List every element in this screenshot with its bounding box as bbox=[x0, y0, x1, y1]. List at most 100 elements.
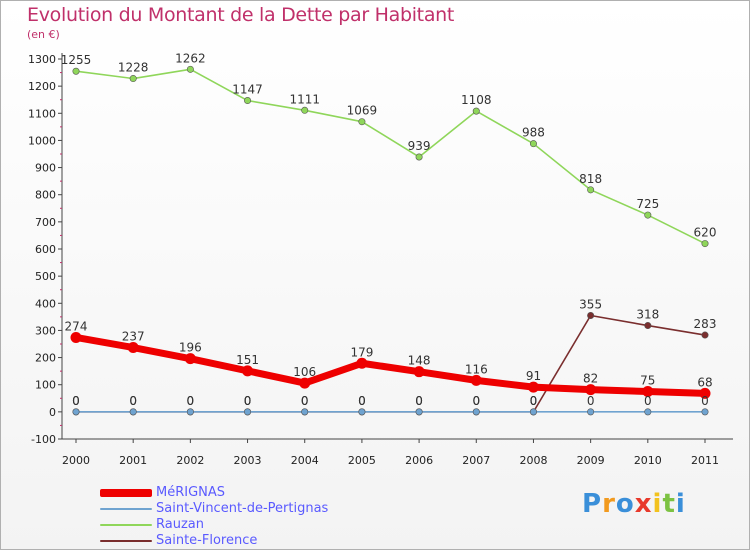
legend-swatch bbox=[100, 508, 152, 510]
data-label: 0 bbox=[701, 394, 709, 408]
logo-letter: i bbox=[675, 489, 686, 519]
data-point bbox=[129, 408, 137, 416]
data-label: 0 bbox=[301, 394, 309, 408]
data-point bbox=[413, 366, 425, 378]
data-label: 0 bbox=[358, 394, 366, 408]
data-label: 0 bbox=[472, 394, 480, 408]
data-point bbox=[301, 408, 309, 416]
x-tick-label: 2007 bbox=[462, 454, 490, 467]
data-label: 0 bbox=[129, 394, 137, 408]
data-label: 1228 bbox=[118, 61, 149, 75]
data-label: 0 bbox=[72, 394, 80, 408]
data-point bbox=[644, 211, 652, 219]
legend-swatch bbox=[100, 489, 152, 497]
x-tick-label: 2010 bbox=[634, 454, 662, 467]
y-tick-label: 0 bbox=[49, 406, 56, 419]
data-point bbox=[587, 186, 595, 194]
data-point bbox=[358, 118, 366, 126]
data-label: 179 bbox=[350, 345, 373, 359]
chart-title: Evolution du Montant de la Dette par Hab… bbox=[27, 4, 455, 26]
data-label: 939 bbox=[408, 139, 431, 153]
y-tick-label: 1100 bbox=[28, 107, 56, 120]
data-label: 0 bbox=[644, 394, 652, 408]
x-tick-label: 2009 bbox=[577, 454, 605, 467]
legend-label: Sainte-Florence bbox=[156, 533, 258, 548]
data-label: 818 bbox=[579, 172, 602, 186]
data-label: 0 bbox=[187, 394, 195, 408]
logo-letter: t bbox=[662, 489, 676, 519]
data-label: 0 bbox=[358, 394, 366, 408]
data-point bbox=[356, 357, 368, 369]
legend-label: MéRIGNAS bbox=[156, 485, 226, 500]
data-label: 0 bbox=[530, 394, 538, 408]
legend-item: Sainte-Florence bbox=[100, 533, 328, 549]
data-label: 0 bbox=[415, 394, 423, 408]
data-point bbox=[472, 408, 480, 416]
legend-swatch bbox=[100, 540, 152, 542]
chart-subtitle: (en €) bbox=[27, 28, 60, 41]
data-point bbox=[129, 75, 137, 83]
data-point bbox=[642, 386, 654, 397]
data-label: 0 bbox=[72, 394, 80, 408]
data-label: 274 bbox=[65, 319, 88, 333]
y-tick-label: 800 bbox=[35, 189, 56, 202]
data-point bbox=[415, 408, 423, 416]
data-point bbox=[701, 408, 709, 416]
data-label: 0 bbox=[187, 394, 195, 408]
data-label: 1255 bbox=[61, 53, 92, 67]
data-point bbox=[244, 408, 252, 416]
y-tick-label: 100 bbox=[35, 379, 56, 392]
y-tick-label: 700 bbox=[35, 216, 56, 229]
y-tick-label: 600 bbox=[35, 243, 56, 256]
data-label: 1108 bbox=[461, 93, 492, 107]
proxiti-logo: Proxiti bbox=[582, 489, 686, 519]
x-tick-label: 2008 bbox=[519, 454, 547, 467]
data-point bbox=[415, 153, 423, 161]
data-point bbox=[644, 408, 652, 416]
data-point bbox=[127, 342, 139, 354]
y-tick-label: 1000 bbox=[28, 134, 56, 147]
data-label: 0 bbox=[244, 394, 252, 408]
logo-letter: x bbox=[634, 489, 653, 519]
x-tick-label: 2011 bbox=[691, 454, 719, 467]
data-label: 1111 bbox=[289, 92, 320, 106]
x-tick-label: 2006 bbox=[405, 454, 433, 467]
data-label: 91 bbox=[526, 369, 541, 383]
data-point bbox=[527, 381, 539, 393]
data-point bbox=[72, 67, 80, 75]
data-point bbox=[70, 331, 82, 343]
data-label: 237 bbox=[122, 330, 145, 344]
data-label: 82 bbox=[583, 372, 598, 386]
data-point bbox=[472, 107, 480, 115]
data-point bbox=[470, 374, 482, 386]
logo-letter: r bbox=[602, 489, 616, 519]
series-line bbox=[75, 314, 706, 413]
logo-letter: P bbox=[582, 489, 603, 519]
y-tick-label: 300 bbox=[35, 324, 56, 337]
x-tick-label: 2005 bbox=[348, 454, 376, 467]
data-label: 0 bbox=[244, 394, 252, 408]
series-line bbox=[75, 68, 706, 245]
x-tick-label: 2000 bbox=[62, 454, 90, 467]
legend-label: Rauzan bbox=[156, 517, 204, 532]
legend-item: MéRIGNAS bbox=[100, 485, 328, 501]
data-label: 148 bbox=[408, 354, 431, 368]
y-tick-label: -100 bbox=[31, 433, 56, 446]
data-point bbox=[529, 408, 537, 416]
data-point bbox=[184, 353, 196, 365]
data-point bbox=[587, 408, 595, 416]
x-tick-label: 2003 bbox=[234, 454, 262, 467]
data-label: 68 bbox=[697, 375, 712, 389]
data-point bbox=[699, 387, 711, 399]
data-label: 283 bbox=[694, 317, 717, 331]
data-point bbox=[587, 311, 595, 319]
legend-item: Saint-Vincent-de-Pertignas bbox=[100, 501, 328, 517]
y-tick-label: 1300 bbox=[28, 53, 56, 66]
logo-letter: i bbox=[652, 489, 663, 519]
data-label: 620 bbox=[694, 226, 717, 240]
data-point bbox=[585, 384, 597, 396]
data-label: 0 bbox=[587, 394, 595, 408]
data-point bbox=[299, 377, 311, 389]
